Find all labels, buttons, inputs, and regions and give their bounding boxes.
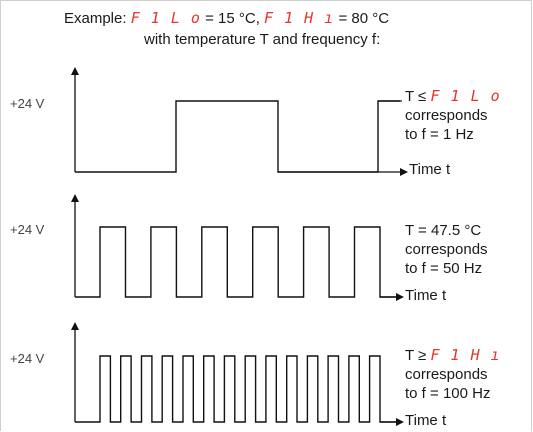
panel-1-annotation: T ≤ F 1 L o corresponds to f = 1 Hz (405, 87, 501, 144)
y-axis-arrow-2 (71, 194, 79, 202)
time-axis-arrow-3 (396, 418, 404, 426)
time-label-3: Time t (405, 412, 447, 429)
panel-2-frequency: to f = 50 Hz (405, 260, 483, 277)
panel-2-corresponds: corresponds (405, 241, 488, 258)
param-high-code: F 1 H ı (264, 9, 335, 27)
voltage-label-3: +24 V (10, 351, 45, 366)
panel-1-condition-prefix: T ≤ (405, 88, 427, 105)
time-axis-arrow-2 (396, 293, 404, 301)
panel-2-condition: T = 47.5 °C (405, 221, 488, 240)
param-high-value: = 80 °C (338, 10, 390, 27)
panel-1-condition: T ≤ F 1 L o (405, 87, 501, 106)
panel-1-corresponds: corresponds (405, 107, 488, 124)
header-line-2: with temperature T and frequency f: (144, 31, 381, 48)
param-low-value: = 15 °C, (205, 10, 260, 27)
panel-3-condition: T ≥ F 1 H ı (405, 346, 501, 365)
panel-3-corresponds: corresponds (405, 366, 488, 383)
param-low-code: F 1 L o (130, 9, 201, 27)
time-label-1: Time t (409, 161, 451, 178)
panel-2-annotation: T = 47.5 °C corresponds to f = 50 Hz (405, 221, 488, 278)
example-label: Example: (64, 10, 127, 27)
y-axis-arrow-1 (71, 67, 79, 75)
panel-2-condition-text: T = 47.5 °C (405, 222, 482, 239)
pulse-waveform-1 (75, 100, 400, 173)
panel-3-condition-prefix: T ≥ (405, 347, 427, 364)
y-axis-arrow-3 (71, 322, 79, 330)
time-label-2: Time t (405, 287, 447, 304)
panel-1-frequency: to f = 1 Hz (405, 126, 474, 143)
voltage-label-2: +24 V (10, 222, 45, 237)
panel-3-condition-code: F 1 H ı (430, 346, 501, 364)
panel-3-frequency: to f = 100 Hz (405, 385, 491, 402)
pulse-waveform-3 (75, 355, 400, 423)
time-axis-arrow-1 (400, 168, 408, 176)
voltage-label-1: +24 V (10, 96, 45, 111)
header-line-1: Example: F 1 L o = 15 °C, F 1 H ı = 80 °… (64, 9, 389, 27)
pulse-waveform-2 (75, 226, 400, 298)
panel-3-annotation: T ≥ F 1 H ı corresponds to f = 100 Hz (405, 346, 501, 403)
panel-1-condition-code: F 1 L o (430, 87, 501, 105)
